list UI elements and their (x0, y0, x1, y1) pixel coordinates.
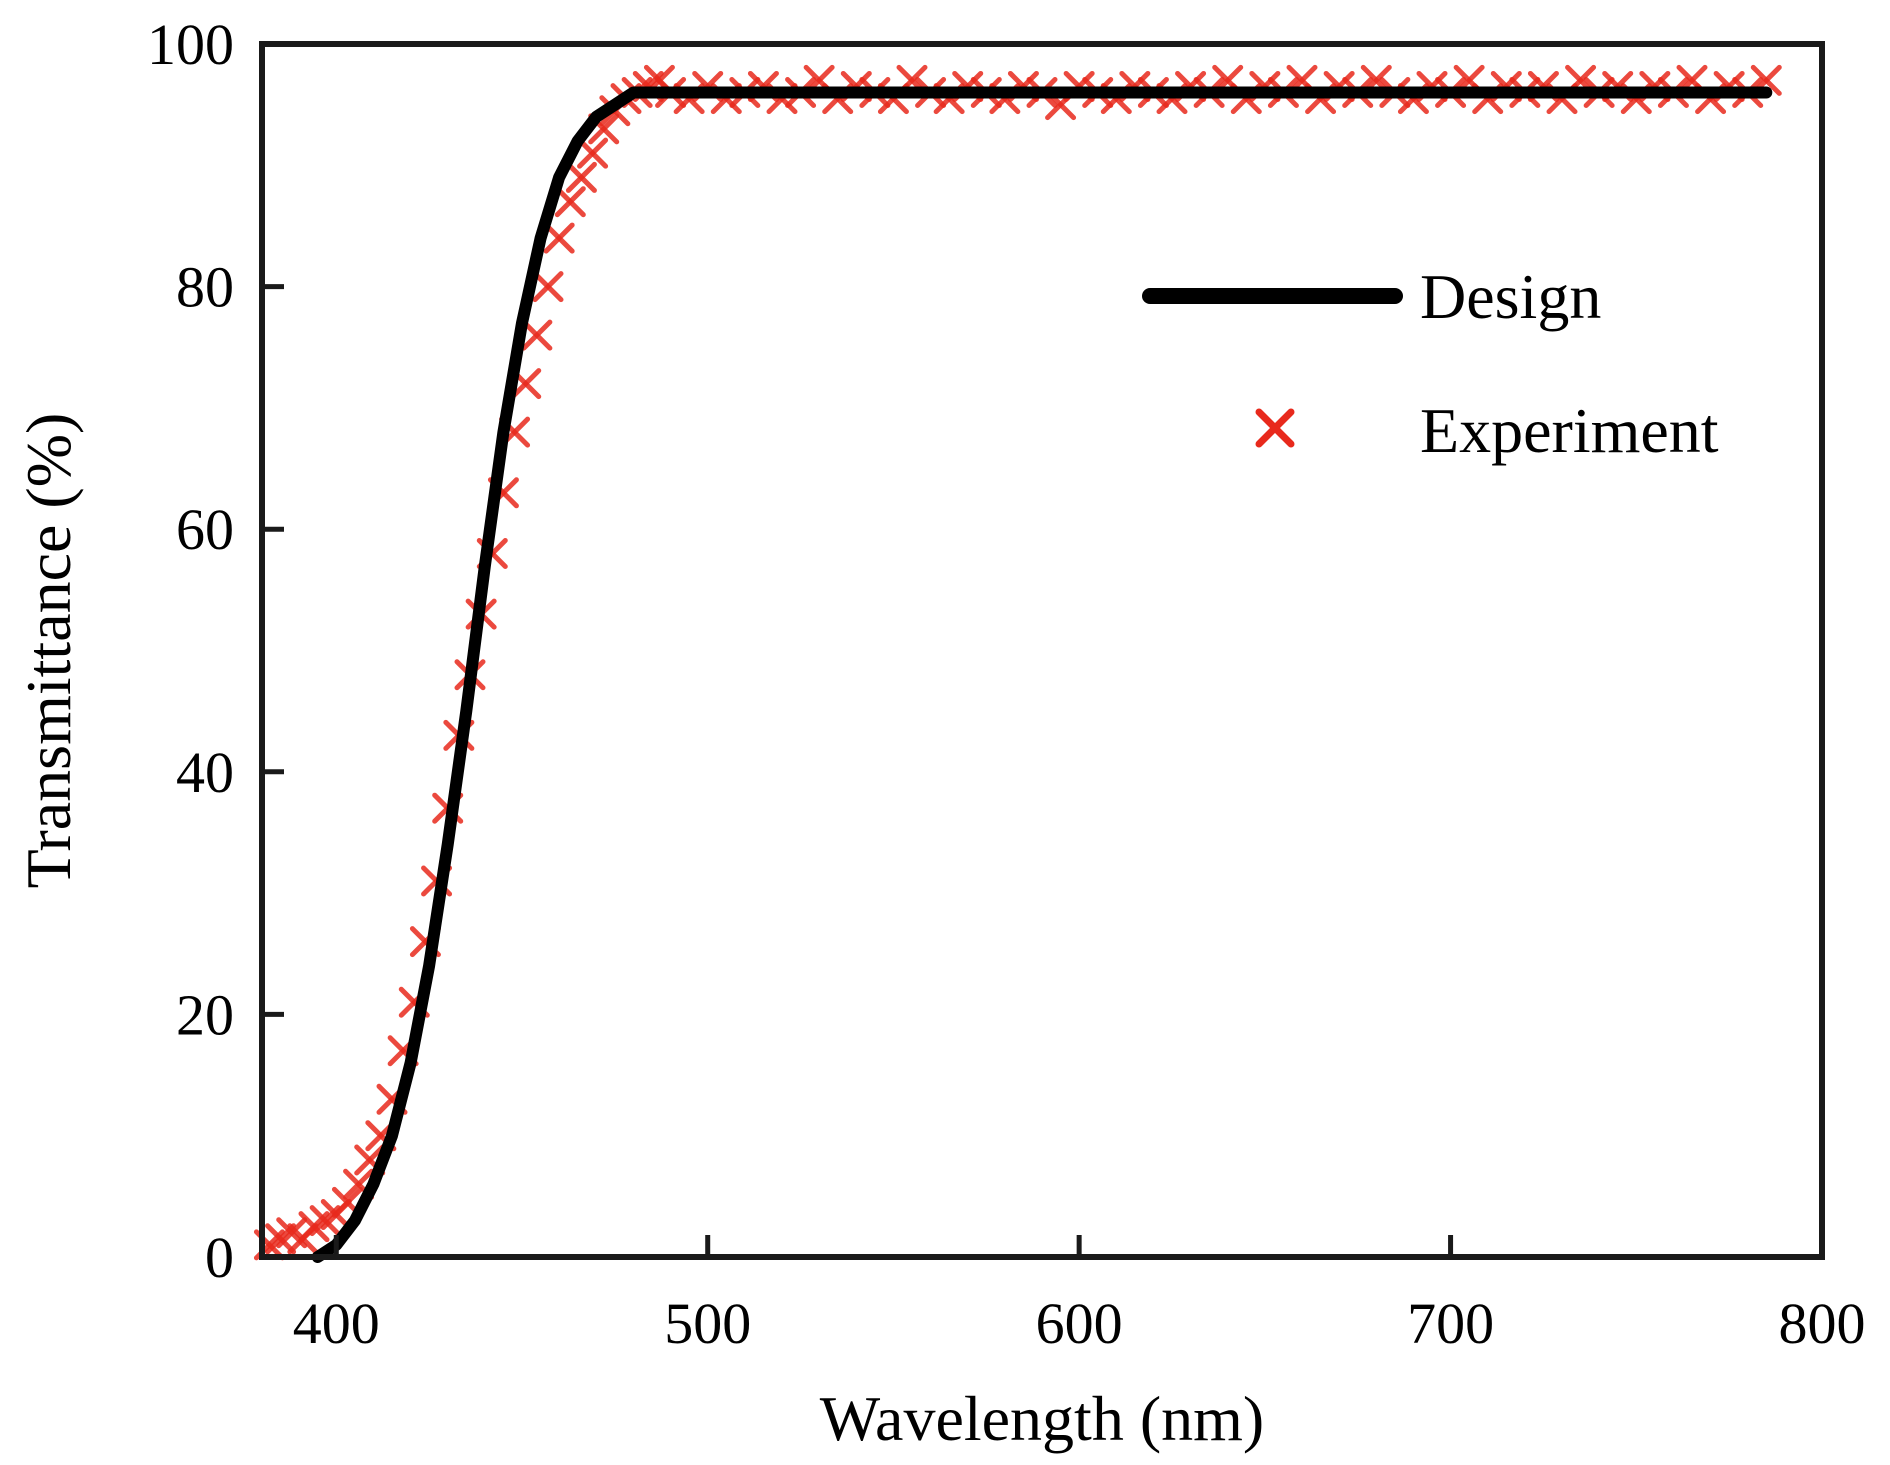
y-tick-label-80: 80 (176, 255, 234, 320)
y-tick-label-40: 40 (176, 740, 234, 805)
x-tick-label-800: 800 (1779, 1291, 1866, 1356)
axis-ticks: 400 500 600 700 800 0 20 40 60 80 100 (147, 12, 1866, 1356)
legend-experiment-swatch (1255, 408, 1295, 448)
y-tick-label-0: 0 (205, 1225, 234, 1290)
x-tick-label-400: 400 (293, 1291, 380, 1356)
legend-design-label: Design (1420, 261, 1601, 332)
experiment-point (577, 137, 609, 169)
design-series-line (311, 86, 1773, 1263)
x-axis-label: Wavelength (nm) (820, 1383, 1264, 1454)
legend: Design Experiment (1142, 261, 1719, 466)
y-axis-label: Transmittance (%) (13, 413, 84, 889)
plot-frame (259, 41, 1825, 1260)
experiment-point (554, 186, 586, 218)
experiment-point (543, 222, 575, 254)
y-tick-label-20: 20 (176, 982, 234, 1047)
experiment-point (532, 271, 564, 303)
legend-experiment-label: Experiment (1420, 395, 1719, 466)
experiment-point (521, 319, 553, 351)
experiment-point (565, 161, 597, 193)
x-tick-label-500: 500 (664, 1291, 751, 1356)
y-tick-label-100: 100 (147, 12, 234, 77)
x-tick-label-700: 700 (1407, 1291, 1494, 1356)
y-tick-label-60: 60 (176, 497, 234, 562)
x-tick-label-600: 600 (1036, 1291, 1123, 1356)
plot-marks (253, 64, 1782, 1263)
